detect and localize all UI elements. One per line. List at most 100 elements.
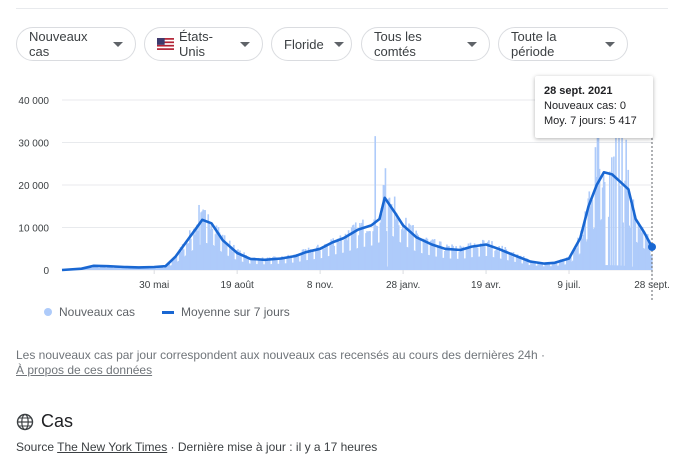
daily-bar bbox=[317, 244, 319, 270]
daily-bar bbox=[475, 245, 478, 270]
daily-bar bbox=[511, 256, 514, 270]
daily-bar bbox=[213, 245, 216, 270]
country-dropdown[interactable]: États-Unis bbox=[144, 27, 263, 61]
daily-bar bbox=[158, 266, 160, 270]
daily-bar bbox=[590, 198, 593, 270]
daily-bar bbox=[373, 219, 375, 270]
daily-bar bbox=[155, 268, 157, 270]
tooltip-date: 28 sept. 2021 bbox=[544, 85, 613, 97]
daily-bar bbox=[392, 236, 395, 270]
daily-bar bbox=[368, 231, 370, 270]
daily-bar bbox=[434, 256, 437, 270]
daily-bar bbox=[357, 248, 359, 270]
metric-dropdown[interactable]: Nouveaux cas bbox=[16, 27, 136, 61]
state-dropdown-label: Floride bbox=[284, 36, 324, 52]
daily-bar bbox=[282, 258, 284, 270]
daily-bar bbox=[168, 262, 171, 270]
daily-bar bbox=[298, 261, 301, 270]
daily-bar bbox=[427, 254, 430, 270]
daily-bar bbox=[500, 258, 502, 270]
daily-bar bbox=[432, 240, 435, 270]
daily-bar bbox=[491, 241, 493, 270]
daily-bar bbox=[179, 246, 182, 270]
daily-bar bbox=[645, 239, 648, 270]
daily-bar bbox=[487, 241, 489, 270]
daily-bar bbox=[522, 256, 525, 270]
daily-bar bbox=[628, 225, 631, 270]
daily-bar bbox=[235, 259, 237, 270]
daily-bar bbox=[333, 245, 336, 270]
daily-bar bbox=[233, 244, 235, 270]
daily-bar bbox=[173, 258, 176, 270]
chevron-down-icon bbox=[467, 41, 477, 47]
daily-bar bbox=[321, 258, 323, 270]
daily-bar bbox=[524, 258, 527, 270]
daily-bar bbox=[332, 238, 335, 270]
data-note-separator: · bbox=[541, 348, 545, 362]
source-link[interactable]: The New York Times bbox=[57, 440, 168, 454]
daily-bar bbox=[474, 245, 477, 270]
daily-bar bbox=[112, 268, 114, 270]
daily-bar bbox=[514, 262, 517, 270]
period-dropdown[interactable]: Toute la période bbox=[498, 27, 628, 61]
daily-bar bbox=[301, 249, 304, 270]
county-dropdown[interactable]: Tous les comtés bbox=[361, 27, 490, 61]
daily-bar bbox=[535, 265, 537, 270]
daily-bar bbox=[639, 229, 642, 270]
daily-bar bbox=[292, 262, 295, 270]
daily-bar bbox=[189, 230, 191, 270]
daily-bar bbox=[494, 250, 496, 270]
state-dropdown[interactable]: Floride bbox=[271, 27, 352, 61]
daily-bar bbox=[620, 265, 622, 270]
daily-bar bbox=[419, 238, 422, 270]
daily-bar bbox=[456, 258, 458, 270]
daily-bar bbox=[411, 225, 413, 270]
daily-bar bbox=[417, 235, 420, 270]
daily-bar bbox=[605, 265, 608, 270]
daily-bar bbox=[227, 256, 230, 270]
daily-bar bbox=[105, 267, 107, 270]
daily-bar bbox=[469, 242, 472, 270]
daily-bar bbox=[295, 254, 298, 270]
daily-bar bbox=[479, 243, 482, 270]
daily-bar bbox=[473, 243, 476, 270]
daily-bar bbox=[467, 243, 470, 270]
daily-bar bbox=[310, 252, 313, 270]
daily-bar bbox=[200, 212, 202, 270]
daily-bar bbox=[468, 245, 471, 270]
daily-bar bbox=[397, 225, 400, 270]
daily-bar bbox=[576, 247, 578, 270]
daily-bar bbox=[503, 252, 506, 270]
daily-bar bbox=[354, 222, 357, 270]
daily-bar bbox=[126, 268, 129, 270]
daily-bar bbox=[460, 246, 463, 270]
daily-bar bbox=[326, 243, 328, 270]
daily-bar bbox=[226, 255, 229, 270]
daily-bar bbox=[337, 238, 340, 270]
daily-bar bbox=[106, 267, 108, 270]
country-dropdown-label: États-Unis bbox=[179, 29, 213, 59]
chart-tooltip: 28 sept. 2021 Nouveaux cas: 0 Moy. 7 jou… bbox=[535, 76, 653, 138]
daily-bar bbox=[238, 255, 240, 270]
daily-bar bbox=[648, 240, 651, 270]
daily-bar bbox=[492, 257, 494, 270]
daily-bar bbox=[151, 266, 153, 270]
daily-bar bbox=[290, 255, 293, 270]
daily-bar bbox=[537, 263, 539, 270]
daily-bar bbox=[207, 214, 210, 270]
daily-bar bbox=[505, 249, 508, 270]
daily-bar bbox=[600, 219, 603, 270]
daily-bar bbox=[348, 250, 351, 270]
daily-bar bbox=[444, 250, 446, 270]
daily-bar bbox=[520, 263, 523, 270]
daily-bar bbox=[305, 260, 308, 270]
cases-chart[interactable]: 0 10 000 20 000 30 000 40 000 30 mai 19 août 8 … bbox=[0, 70, 690, 300]
daily-bar bbox=[407, 247, 409, 270]
source-suffix: · Dernière mise à jour : il y a 17 heure… bbox=[170, 440, 378, 454]
daily-bar bbox=[97, 267, 100, 270]
daily-bar bbox=[311, 249, 314, 270]
daily-bar bbox=[613, 156, 615, 270]
daily-bar bbox=[202, 209, 204, 270]
about-data-link[interactable]: À propos de ces données bbox=[16, 363, 153, 377]
daily-bar bbox=[442, 257, 444, 270]
